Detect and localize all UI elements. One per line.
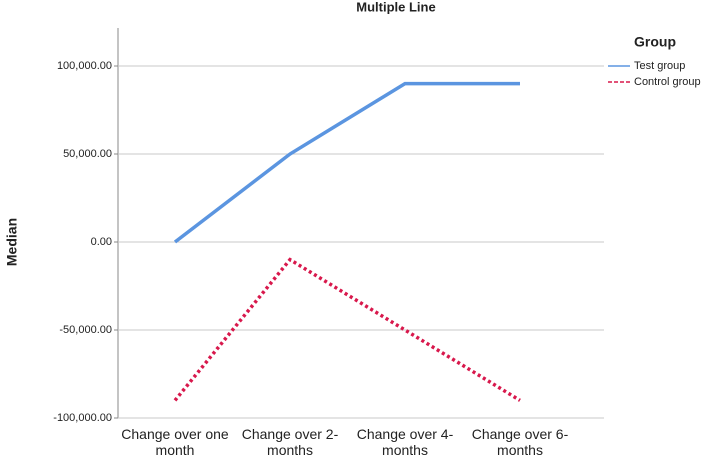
series-line <box>173 81 520 244</box>
x-tick-label: Change over 6-months <box>471 426 569 455</box>
x-tick-label: Change over one month <box>121 426 229 455</box>
chart-title: Multiple Line <box>356 0 435 14</box>
y-tick-label: 50,000.00 <box>63 148 112 160</box>
legend-label: Test group <box>634 60 685 72</box>
y-tick-label: -50,000.00 <box>59 324 112 336</box>
legend-label: Control group <box>634 76 701 88</box>
x-tick-label: Change over 2-months <box>241 426 339 455</box>
y-tick-label: -100,000.00 <box>53 412 112 424</box>
y-axis-label: Median <box>4 218 20 266</box>
y-tick-label: 100,000.00 <box>57 60 112 72</box>
x-tick-label: Change over 4-months <box>356 426 454 455</box>
y-tick-label: 0.00 <box>91 236 112 248</box>
series-line <box>173 257 521 402</box>
legend-title: Group <box>634 34 676 50</box>
